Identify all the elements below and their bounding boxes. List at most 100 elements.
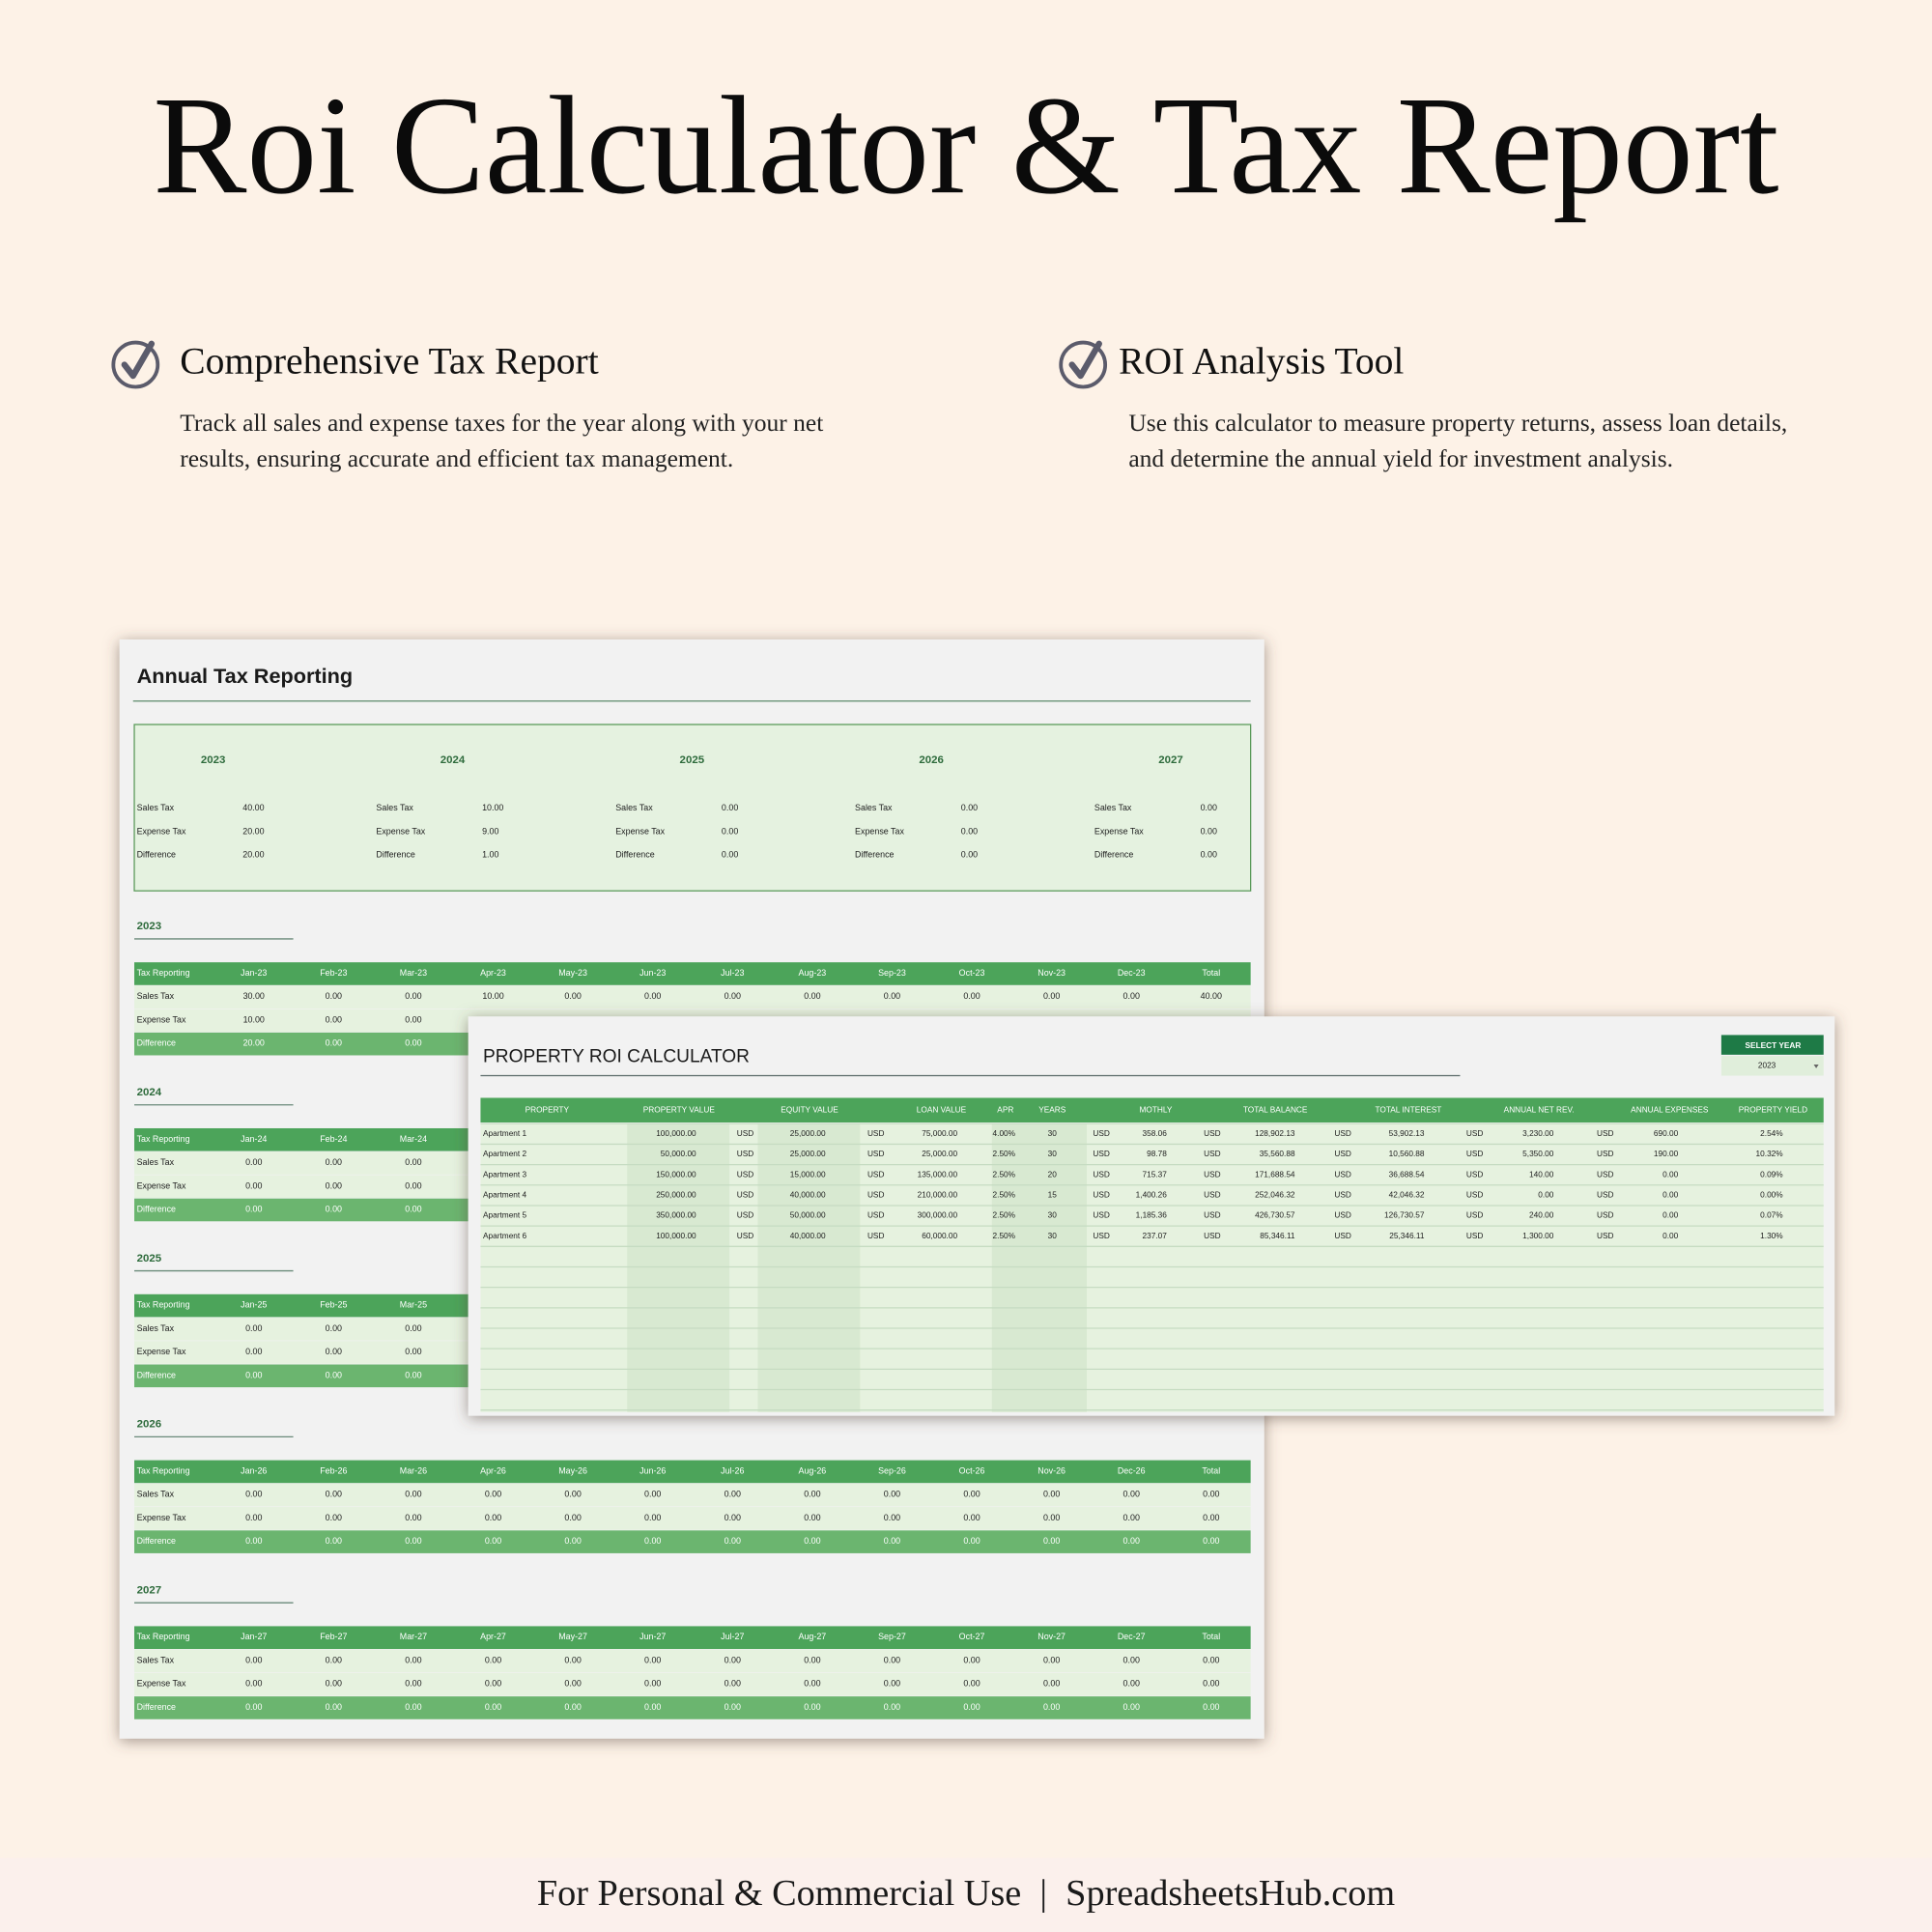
roi-cell: 237.07 [1143,1231,1168,1240]
roi-cell: 171,688.54 [1255,1169,1295,1179]
roi-cell: 30 [1048,1149,1058,1158]
table-cell: 0.00 [485,1702,501,1712]
roi-cell: 2.50% [993,1210,1016,1220]
roi-column-header: MOTHLY [1139,1104,1172,1114]
table-header-row [134,1127,469,1151]
roi-cell: 10,560.88 [1389,1149,1425,1158]
table-cell: 0.00 [1123,1655,1140,1664]
roi-cell: 10.32% [1756,1149,1784,1158]
table-cell: 0.00 [564,991,581,1001]
input-column [991,1123,1087,1412]
roi-cell: 36,688.54 [1389,1169,1425,1179]
table-cell: Oct-26 [959,1465,985,1475]
table-cell: 0.00 [564,1536,581,1546]
table-cell: 0.00 [724,1490,741,1499]
summary-value: 9.00 [482,826,498,836]
roi-cell: 75,000.00 [922,1128,957,1138]
summary-value: 0.00 [961,850,978,860]
table-cell: 0.00 [405,991,421,1001]
check-icon [1059,340,1108,389]
table-cell: 0.00 [1123,1679,1140,1689]
table-cell: Total [1202,968,1220,978]
table-cell: 0.00 [326,1702,342,1712]
table-cell: 30.00 [243,991,265,1001]
roi-cell: 30 [1048,1231,1058,1240]
summary-year: 2023 [201,754,226,766]
table-cell: Sep-26 [878,1465,906,1475]
table-header-row [134,962,1251,985]
roi-cell: 25,346.11 [1389,1231,1425,1240]
table-cell: 0.00 [963,1679,980,1689]
table-cell: Sales Tax [137,1157,175,1167]
roi-cell: USD [1204,1149,1221,1158]
feature-description: and determine the annual yield for inves… [1128,444,1673,472]
section-year: 2024 [137,1087,162,1098]
roi-cell: USD [1204,1210,1221,1220]
table-cell: 0.00 [326,991,342,1001]
roi-cell: 128,902.13 [1255,1128,1295,1138]
roi-cell: Apartment 2 [483,1149,527,1158]
table-cell: 0.00 [245,1347,262,1356]
roi-cell: 300,000.00 [918,1210,958,1220]
roi-cell: 30 [1048,1128,1058,1138]
table-cell: Jul-27 [721,1632,744,1641]
feature-description: Use this calculator to measure property … [1128,409,1787,437]
summary-label: Sales Tax [376,803,413,812]
table-cell: Sales Tax [137,1323,175,1333]
summary-value: 40.00 [242,803,264,812]
table-cell: 0.00 [485,1655,501,1664]
roi-cell: 0.07% [1760,1210,1783,1220]
table-cell: 0.00 [884,1702,900,1712]
year-dropdown[interactable] [1720,1056,1824,1076]
table-cell: 0.00 [724,1513,741,1522]
table-cell: 0.00 [326,1655,342,1664]
roi-cell: USD [1334,1231,1351,1240]
roi-cell: USD [1466,1149,1484,1158]
table-cell: 0.00 [245,1513,262,1522]
roi-cell: USD [1093,1128,1110,1138]
table-cell: Oct-27 [959,1632,985,1641]
roi-cell: Apartment 6 [483,1231,527,1240]
table-cell: Sep-23 [878,968,906,978]
table-row [134,1198,469,1222]
table-cell: 0.00 [804,1536,820,1546]
table-cell: 0.00 [963,1655,980,1664]
table-cell: 0.00 [1203,1679,1219,1689]
summary-label: Expense Tax [1094,826,1144,836]
table-row [134,1672,1251,1696]
table-cell: 0.00 [884,1679,900,1689]
roi-cell: 350,000.00 [656,1210,696,1220]
table-cell: 0.00 [644,1702,661,1712]
tax-title: Annual Tax Reporting [137,664,354,688]
table-cell: 0.00 [405,1490,421,1499]
table-header-row [134,1460,1251,1484]
summary-year: 2025 [680,754,705,766]
table-cell: 0.00 [724,1702,741,1712]
table-cell: 0.00 [1043,1679,1060,1689]
table-cell: 0.00 [644,1490,661,1499]
table-cell: 0.00 [804,1702,820,1712]
table-cell: 0.00 [1203,1536,1219,1546]
select-year-label-box [1720,1035,1824,1055]
table-cell: 0.00 [1043,1490,1060,1499]
roi-cell: 252,046.32 [1255,1190,1295,1200]
summary-label: Expense Tax [376,826,425,836]
feature-description: results, ensuring accurate and efficient… [180,444,733,472]
table-row [134,1507,1251,1530]
table-cell: 0.00 [405,1347,421,1356]
table-cell: 0.00 [644,1536,661,1546]
table-cell: 0.00 [405,1536,421,1546]
table-cell: Total [1202,1465,1220,1475]
roi-column-header: PROPERTY YIELD [1739,1104,1807,1114]
table-cell: Jan-27 [241,1632,267,1641]
table-cell: Difference [137,1205,176,1214]
summary-label: Sales Tax [137,803,175,812]
roi-header-row [480,1097,1824,1122]
table-cell: 0.00 [644,1679,661,1689]
summary-value: 20.00 [242,850,264,860]
table-cell: Sales Tax [137,991,175,1001]
summary-year: 2027 [1158,754,1183,766]
roi-cell: USD [1597,1231,1614,1240]
table-cell: 0.00 [326,1490,342,1499]
roi-cell: 426,730.57 [1255,1210,1295,1220]
